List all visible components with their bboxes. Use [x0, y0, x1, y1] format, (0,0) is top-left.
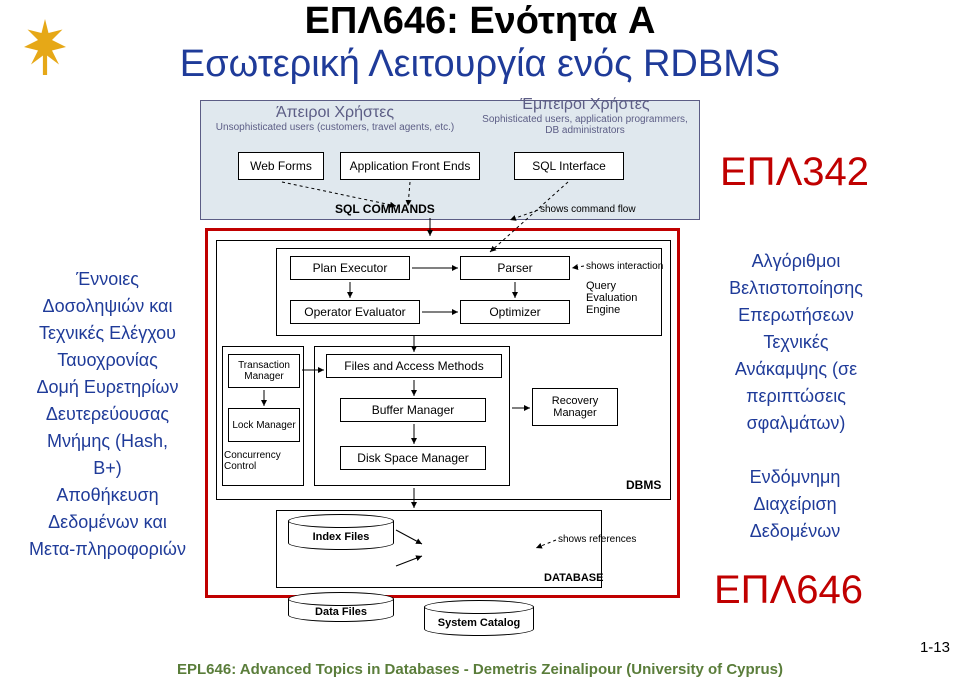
catalog-label: System Catalog: [424, 617, 534, 629]
buffer-manager: Buffer Manager: [340, 398, 486, 422]
title-line1: ΕΠΛ646: Ενότητα A: [100, 0, 860, 43]
left-note-10: Μετα-πληροφοριών: [10, 536, 205, 563]
right-notes-mid: Ενδόμνημη Διαχείριση Δεδομένων: [710, 464, 880, 545]
disk-manager: Disk Space Manager: [340, 446, 486, 470]
shows-references: shows references: [558, 534, 636, 545]
sql-interface-box: SQL Interface: [514, 152, 624, 180]
dbms-label: DBMS: [626, 478, 661, 492]
index-files-label: Index Files: [288, 531, 394, 543]
sql-commands-label: SQL COMMANDS: [335, 202, 435, 216]
right-mid-0: Ενδόμνημη: [710, 464, 880, 491]
footer: EPL646: Advanced Topics in Databases - D…: [0, 661, 960, 678]
left-note-4: Δομή Ευρετηρίων: [10, 374, 205, 401]
data-files-cyl: Data Files: [288, 592, 394, 622]
lock-manager: Lock Manager: [228, 408, 300, 442]
title-line2: Εσωτερική Λειτουργία ενός RDBMS: [100, 43, 860, 86]
left-note-8: Αποθήκευση: [10, 482, 205, 509]
left-note-9: Δεδομένων και: [10, 509, 205, 536]
expert-title: Έμπειροι Χρήστες: [480, 96, 690, 114]
right-top-5: περιπτώσεις: [696, 383, 896, 410]
left-note-2: Τεχνικές Ελέγχου: [10, 320, 205, 347]
left-note-5: Δευτερεύουσας: [10, 401, 205, 428]
tx-manager: Transaction Manager: [228, 354, 300, 388]
left-note-7: B+): [10, 455, 205, 482]
novice-title: Άπειροι Χρήστες: [210, 104, 460, 122]
data-files-label: Data Files: [288, 606, 394, 618]
catalog-cyl: System Catalog: [424, 600, 534, 636]
page-number: 1-13: [920, 639, 950, 656]
web-forms-box: Web Forms: [238, 152, 324, 180]
left-note-3: Ταυοχρονίας: [10, 347, 205, 374]
novice-users: Άπειροι Χρήστες Unsophisticated users (c…: [210, 104, 460, 133]
expert-sub: Sophisticated users, application program…: [480, 114, 690, 136]
parser: Parser: [460, 256, 570, 280]
right-top-3: Τεχνικές: [696, 329, 896, 356]
left-note-0: Έννοιες: [10, 266, 205, 293]
shows-interaction: shows interaction: [586, 261, 663, 272]
left-note-6: Μνήμης (Hash,: [10, 428, 205, 455]
novice-sub: Unsophisticated users (customers, travel…: [210, 122, 460, 133]
logo-icon: [10, 12, 80, 82]
recovery-manager: Recovery Manager: [532, 388, 618, 426]
right-top-2: Επερωτήσεων: [696, 302, 896, 329]
right-top-6: σφαλμάτων): [696, 410, 896, 437]
files-methods: Files and Access Methods: [326, 354, 502, 378]
plan-executor: Plan Executor: [290, 256, 410, 280]
expert-users: Έμπειροι Χρήστες Sophisticated users, ap…: [480, 96, 690, 136]
page-title: ΕΠΛ646: Ενότητα A Εσωτερική Λειτουργία ε…: [100, 0, 860, 86]
right-mid-2: Δεδομένων: [710, 518, 880, 545]
epl342-label: ΕΠΛ342: [720, 150, 869, 195]
left-note-1: Δοσοληψιών και: [10, 293, 205, 320]
app-frontends-box: Application Front Ends: [340, 152, 480, 180]
right-notes-top: Αλγόριθμοι Βελτιστοποίησης Επερωτήσεων Τ…: [696, 248, 896, 437]
right-mid-1: Διαχείριση: [710, 491, 880, 518]
optimizer: Optimizer: [460, 300, 570, 324]
shows-cmd-label: shows command flow: [540, 204, 636, 215]
cc-label: Concurrency Control: [224, 450, 304, 472]
operator-eval: Operator Evaluator: [290, 300, 420, 324]
right-top-1: Βελτιστοποίησης: [696, 275, 896, 302]
qee-label: Query Evaluation Engine: [586, 280, 658, 316]
index-files-cyl: Index Files: [288, 514, 394, 550]
epl646-label: ΕΠΛ646: [714, 568, 863, 613]
right-top-4: Ανάκαμψης (σε: [696, 356, 896, 383]
right-top-0: Αλγόριθμοι: [696, 248, 896, 275]
left-notes: Έννοιες Δοσοληψιών και Τεχνικές Ελέγχου …: [10, 266, 205, 563]
database-label: DATABASE: [544, 572, 603, 584]
